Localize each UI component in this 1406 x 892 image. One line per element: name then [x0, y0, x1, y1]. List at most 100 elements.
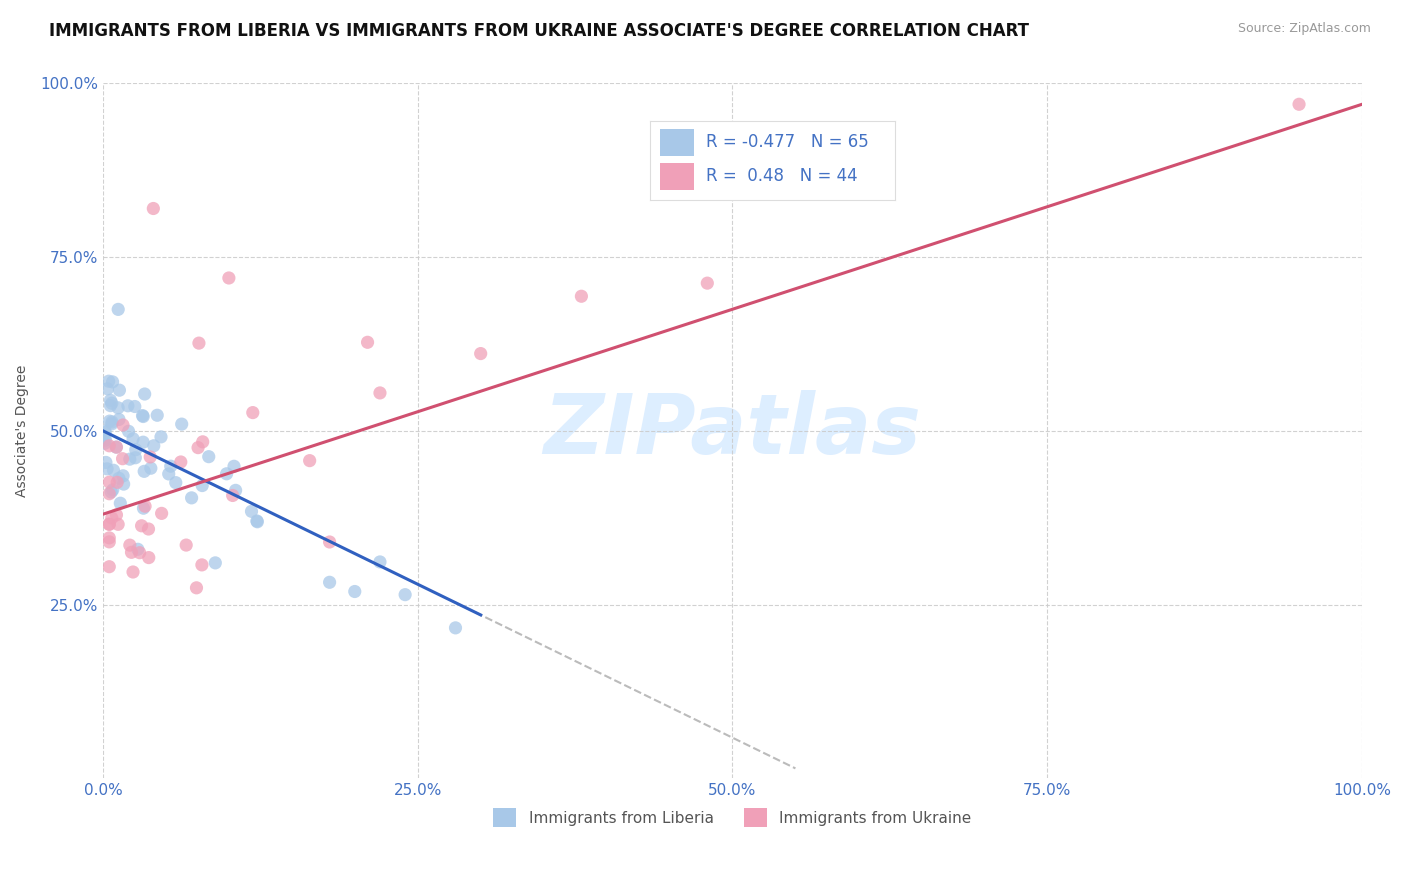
Point [125, 442, 148, 457]
Point [191, 558, 214, 572]
Point [105, 475, 128, 490]
Point [187, 441, 209, 455]
Point [131, 409, 153, 423]
Point [118, 452, 141, 467]
Point [132, 435, 155, 450]
Point [101, 483, 124, 497]
Point [134, 387, 156, 401]
Point [93, 431, 115, 445]
Point [94, 425, 117, 440]
Point [142, 439, 165, 453]
Point [139, 450, 162, 464]
Point [470, 346, 492, 360]
Point [146, 409, 169, 423]
Point [242, 406, 264, 420]
Point [221, 488, 243, 502]
Point [157, 467, 180, 481]
Point [101, 415, 124, 429]
Point [394, 588, 416, 602]
Point [159, 459, 181, 474]
Point [107, 517, 129, 532]
Point [571, 289, 593, 303]
Point [98, 517, 121, 532]
Point [187, 336, 209, 351]
Point [103, 463, 125, 477]
Point [107, 401, 129, 415]
Point [240, 504, 263, 518]
Point [94, 455, 117, 469]
Point [127, 542, 149, 557]
Point [93, 436, 115, 450]
Point [191, 478, 214, 492]
Point [368, 555, 391, 569]
Point [318, 575, 340, 590]
FancyBboxPatch shape [659, 128, 695, 155]
Point [98, 516, 121, 531]
Text: ZIPatlas: ZIPatlas [544, 391, 921, 471]
Point [225, 483, 247, 498]
Point [204, 556, 226, 570]
Point [101, 396, 124, 410]
Text: IMMIGRANTS FROM LIBERIA VS IMMIGRANTS FROM UKRAINE ASSOCIATE'S DEGREE CORRELATIO: IMMIGRANTS FROM LIBERIA VS IMMIGRANTS FR… [49, 22, 1029, 40]
Point [100, 485, 122, 500]
Point [191, 434, 214, 449]
Point [180, 491, 202, 505]
Point [110, 496, 132, 510]
Point [343, 584, 366, 599]
Point [105, 440, 128, 454]
Point [100, 393, 122, 408]
Point [108, 471, 131, 485]
Point [134, 464, 156, 478]
Point [108, 383, 131, 397]
Point [1288, 97, 1310, 112]
Point [98, 414, 121, 428]
Point [98, 534, 121, 549]
Point [128, 546, 150, 560]
Point [98, 559, 121, 574]
Point [139, 461, 162, 475]
Point [117, 399, 139, 413]
Text: R =  0.48   N = 44: R = 0.48 N = 44 [706, 167, 858, 185]
Point [112, 477, 135, 491]
Point [101, 511, 124, 525]
Point [98, 475, 121, 490]
Point [122, 565, 145, 579]
Point [97, 374, 120, 388]
Point [222, 459, 245, 474]
Point [108, 412, 131, 426]
Point [356, 335, 378, 350]
Point [107, 302, 129, 317]
Point [111, 451, 134, 466]
Point [138, 550, 160, 565]
Point [186, 581, 208, 595]
Point [197, 450, 219, 464]
Point [246, 515, 269, 529]
Point [96, 382, 118, 396]
Point [132, 501, 155, 516]
Text: Source: ZipAtlas.com: Source: ZipAtlas.com [1237, 22, 1371, 36]
Point [112, 468, 135, 483]
Point [124, 400, 146, 414]
Point [368, 386, 391, 401]
Point [111, 417, 134, 432]
Point [218, 271, 240, 285]
Point [94, 433, 117, 447]
Text: R = -0.477   N = 65: R = -0.477 N = 65 [706, 133, 869, 151]
Y-axis label: Associate's Degree: Associate's Degree [15, 365, 30, 497]
Point [101, 375, 124, 389]
Point [170, 417, 193, 431]
Point [165, 475, 187, 490]
Point [105, 508, 128, 522]
Point [124, 450, 146, 465]
Point [101, 417, 124, 431]
Point [98, 439, 121, 453]
Point [318, 535, 340, 549]
Point [298, 453, 321, 467]
Point [131, 518, 153, 533]
Point [150, 430, 173, 444]
Point [94, 424, 117, 438]
Point [98, 531, 121, 545]
Point [100, 399, 122, 413]
Point [444, 621, 467, 635]
Point [118, 538, 141, 552]
